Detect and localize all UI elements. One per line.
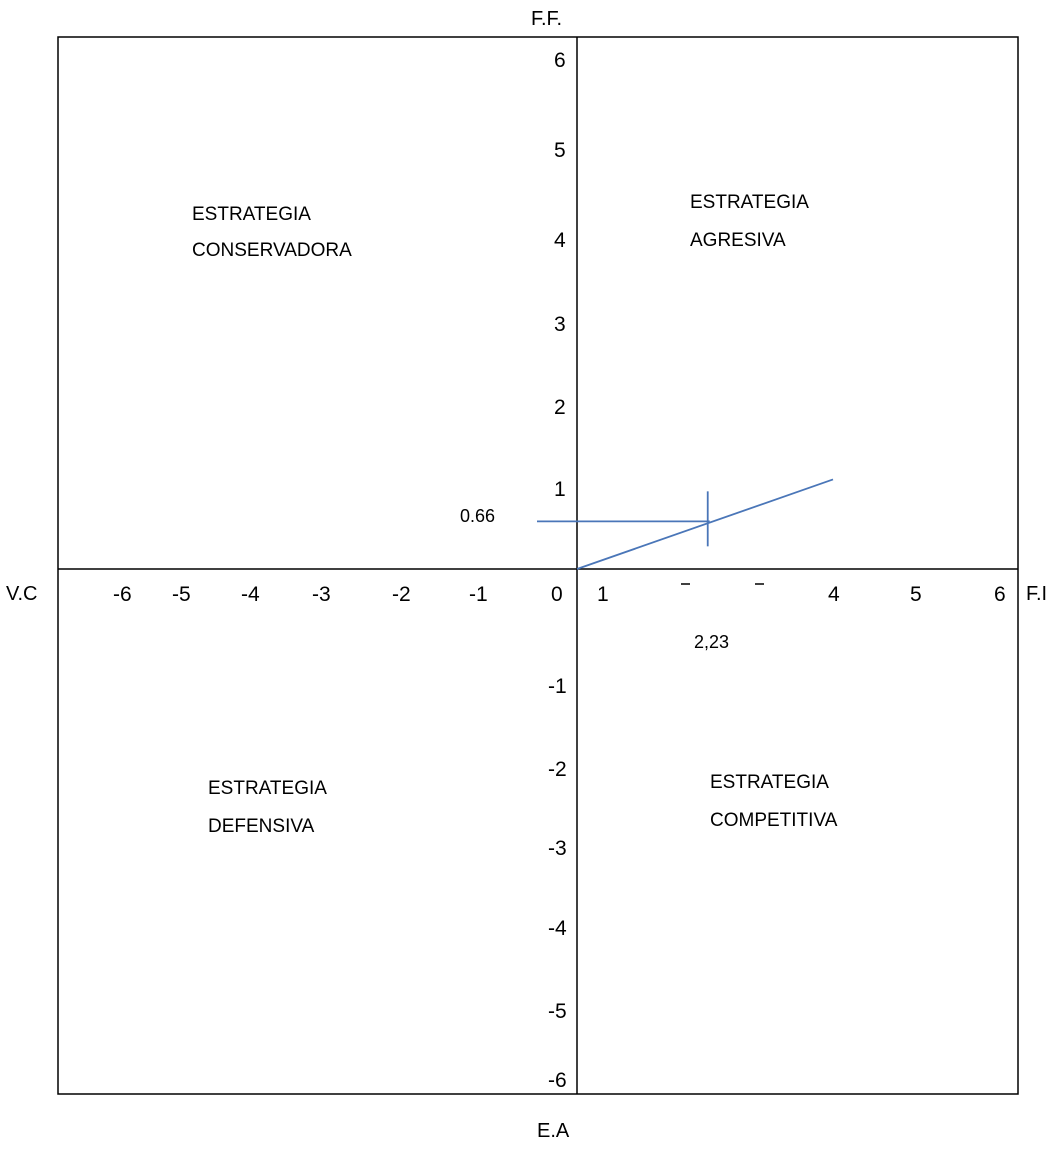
direction-vector-line: [576, 478, 834, 570]
y-value-annotation: 0.66: [460, 506, 495, 526]
quadrant-defensive-line1: ESTRATEGIA: [208, 778, 327, 799]
axis-label-right: F.I: [1026, 583, 1047, 605]
y-tick-label: 6: [554, 49, 566, 72]
y-tick-label: -3: [548, 837, 567, 860]
x-tick-label: 5: [910, 583, 922, 606]
axis-label-bottom: E.A: [537, 1120, 570, 1142]
x-tick-label: -6: [113, 583, 132, 606]
quadrant-competitive-line1: ESTRATEGIA: [710, 772, 829, 793]
y-tick-label: 2: [554, 396, 566, 419]
axis-label-left: V.C: [6, 583, 38, 605]
axis-label-top: F.F.: [531, 8, 562, 30]
y-tick-label: -4: [548, 917, 567, 940]
y-tick-label: -1: [548, 675, 567, 698]
quadrant-aggressive-line2: AGRESIVA: [690, 230, 786, 251]
y-tick-label: 5: [554, 139, 566, 162]
y-tick-label: -6: [548, 1069, 567, 1092]
quadrant-aggressive-line1: ESTRATEGIA: [690, 192, 809, 213]
quadrant-defensive-line2: DEFENSIVA: [208, 816, 315, 837]
x-tick-label: -3: [312, 583, 331, 606]
x-tick-label: 4: [828, 583, 840, 606]
y-tick-label: 3: [554, 313, 566, 336]
matrix-frame: [57, 36, 1019, 1095]
y-tick-label: 1: [554, 478, 566, 501]
y-tick-label: 4: [554, 229, 566, 252]
y-tick-label: -2: [548, 758, 567, 781]
x-value-annotation: 2,23: [694, 632, 729, 652]
x-tick-label: -5: [172, 583, 191, 606]
quadrant-competitive-line2: COMPETITIVA: [710, 810, 838, 831]
x-tick-label: -1: [469, 583, 488, 606]
x-tick-label: 1: [597, 583, 609, 606]
x-tick-label: 0: [551, 583, 563, 606]
quadrant-conservative-line1: ESTRATEGIA: [192, 204, 311, 225]
x-tick-label: 6: [994, 583, 1006, 606]
quadrant-conservative-line2: CONSERVADORA: [192, 240, 352, 261]
y-tick-label: -5: [548, 1000, 567, 1023]
x-tick-label: -4: [241, 583, 260, 606]
x-tick-label: -2: [392, 583, 411, 606]
